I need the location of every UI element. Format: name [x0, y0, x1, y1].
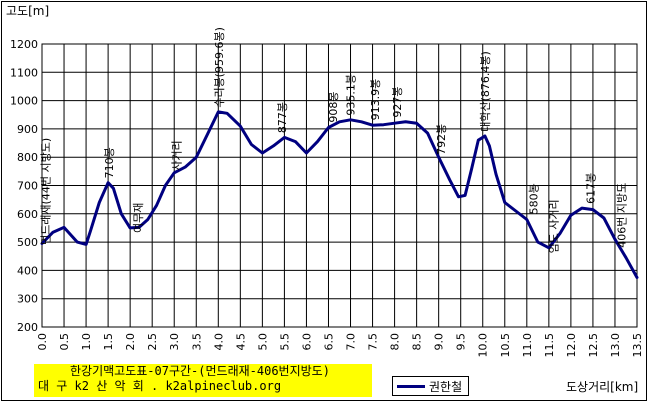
- legend-label: 권한철: [429, 379, 463, 394]
- x-tick-label: 3.0: [168, 333, 181, 351]
- peak-annotation: 935.1봉: [345, 74, 358, 116]
- x-tick-label: 11.5: [543, 333, 556, 358]
- x-tick-label: 5.0: [256, 333, 269, 351]
- plot-border: [41, 43, 638, 328]
- x-tick-label: 7.5: [367, 333, 380, 351]
- x-tick-label: 3.5: [190, 333, 203, 351]
- x-tick-label: 0.0: [36, 333, 49, 351]
- x-tick-label: 6.0: [300, 333, 313, 351]
- peak-annotation: 617봉: [585, 173, 598, 204]
- info-title: 한강기맥고도표-07구간-(먼드래재-406번지방도): [70, 364, 330, 378]
- x-tick-label: 8.5: [411, 333, 424, 351]
- y-tick-label: 300: [17, 293, 38, 306]
- peak-annotation: 사거리: [170, 140, 183, 170]
- info-box: 한강기맥고도표-07구간-(먼드래재-406번지방도) 대 구 k2 산 악 회…: [34, 364, 372, 397]
- y-tick-label: 1200: [10, 38, 38, 51]
- x-tick-label: 6.5: [322, 333, 335, 351]
- x-tick-label: 8.0: [389, 333, 402, 351]
- x-tick-label: 13.0: [609, 333, 622, 358]
- peak-annotation: 여무재: [132, 203, 145, 233]
- y-tick-label: 500: [17, 236, 38, 249]
- peak-annotation: 대학산(876.4봉): [479, 51, 492, 132]
- peak-annotation: 877봉: [276, 102, 289, 133]
- legend: 권한철: [392, 376, 469, 396]
- peak-annotation: 710봉: [103, 147, 116, 178]
- x-axis-label: 도상거리[km]: [566, 380, 639, 394]
- y-tick-label: 700: [17, 180, 38, 193]
- peak-annotation: 913.9봉: [369, 79, 382, 121]
- x-tick-label: 7.0: [345, 333, 358, 351]
- x-tick-label: 0.5: [58, 333, 71, 351]
- y-axis-label: 고도[m]: [6, 4, 49, 18]
- x-tick-label: 9.5: [455, 333, 468, 351]
- peak-annotation: 406번 지방도: [616, 183, 629, 248]
- x-tick-label: 10.0: [477, 333, 490, 358]
- x-tick-label: 11.0: [521, 333, 534, 358]
- y-tick-label: 900: [17, 123, 38, 136]
- y-tick-label: 800: [17, 151, 38, 164]
- peak-annotation: 908봉: [327, 92, 340, 123]
- peak-annotation: 792봉: [435, 124, 448, 155]
- legend-swatch: [397, 384, 425, 388]
- x-tick-label: 1.5: [102, 333, 115, 351]
- info-club: 대 구 k2 산 악 회 . k2alpineclub.org: [38, 379, 282, 393]
- elevation-line: [40, 110, 639, 279]
- y-tick-label: 1100: [10, 66, 38, 79]
- x-tick-label: 4.0: [212, 333, 225, 351]
- x-tick-label: 13.5: [631, 333, 644, 358]
- y-tick-label: 600: [17, 208, 38, 221]
- peak-annotation: 580봉: [527, 183, 540, 214]
- x-tick-label: 2.5: [146, 333, 159, 351]
- x-tick-label: 12.5: [587, 333, 600, 358]
- x-tick-label: 10.5: [499, 333, 512, 358]
- y-tick-label: 400: [17, 264, 38, 277]
- peak-annotation: 수리봉(959.6봉): [213, 27, 226, 108]
- x-tick-label: 5.5: [278, 333, 291, 351]
- peak-annotation: 927봉: [391, 86, 404, 117]
- x-tick-label: 2.0: [124, 333, 137, 351]
- y-tick-label: 200: [17, 321, 38, 334]
- x-tick-label: 1.0: [80, 333, 93, 351]
- peak-annotation: 먼드래재(44번 지방도): [40, 138, 53, 245]
- x-tick-label: 9.0: [433, 333, 446, 351]
- x-tick-label: 12.0: [565, 333, 578, 358]
- peak-annotation: 임도 사거리: [547, 199, 560, 253]
- y-tick-label: 1000: [10, 95, 38, 108]
- x-tick-label: 4.5: [234, 333, 247, 351]
